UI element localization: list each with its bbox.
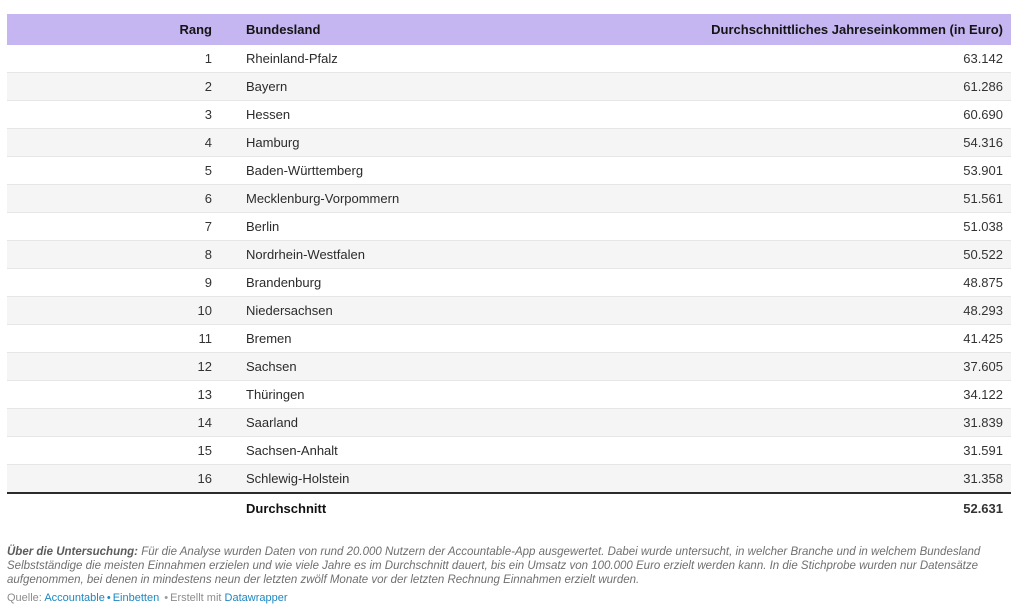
bundesland-cell: Thüringen [212,380,691,409]
embed-link[interactable]: Einbetten [112,592,160,605]
bundesland-cell: Mecklenburg-Vorpommern [212,184,691,213]
bundesland-cell: Brandenburg [212,268,691,297]
rank-cell: 12 [7,352,212,381]
table-row: 1 Rheinland-Pfalz 63.142 [7,45,1011,73]
bundesland-cell: Nordrhein-Westfalen [212,240,691,269]
table-row: 4 Hamburg 54.316 [7,128,1011,157]
bundesland-cell: Bayern [212,72,691,101]
table-row: 15 Sachsen-Anhalt 31.591 [7,436,1011,465]
value-cell: 61.286 [691,72,1011,101]
rank-cell: 10 [7,296,212,325]
table-row: 10 Niedersachsen 48.293 [7,296,1011,325]
bundesland-cell: Sachsen [212,352,691,381]
column-header-bundesland: Bundesland [212,14,691,45]
bundesland-cell: Hessen [212,100,691,129]
rank-cell: 2 [7,72,212,101]
table-body: 1 Rheinland-Pfalz 63.142 2 Bayern 61.286 3 Hess… [7,45,1011,493]
value-cell: 37.605 [691,352,1011,381]
table-row: 16 Schlewig-Holstein 31.358 [7,464,1011,493]
rank-cell: 9 [7,268,212,297]
bundesland-cell: Rheinland-Pfalz [246,51,338,66]
rank-cell: 6 [7,184,212,213]
summary-value: 52.631 [691,492,1011,524]
about-note-label: Über die Untersuchung: [7,546,138,558]
rank-cell: 4 [7,128,212,157]
table-row: 7 Berlin 51.038 [7,212,1011,241]
table-header-row: Rang Bundesland Durchschnittliches Jahre… [7,14,1011,45]
source-label: Quelle: [7,592,42,605]
rank-cell: 7 [7,212,212,241]
bundesland-cell: Bremen [212,324,691,353]
about-note-text: Für die Analyse wurden Daten von rund 20… [7,546,981,586]
column-header-rang: Rang [7,14,212,45]
value-cell: 53.901 [691,156,1011,185]
summary-label: Durchschnitt [212,492,691,524]
table-row: 9 Brandenburg 48.875 [7,268,1011,297]
bundesland-cell: Hamburg [212,128,691,157]
value-cell: 63.142 [963,51,1003,66]
datawrapper-link[interactable]: Datawrapper [224,592,288,605]
source-link-accountable[interactable]: Accountable [44,592,105,605]
value-cell: 54.316 [691,128,1011,157]
value-cell: 48.293 [691,296,1011,325]
bundesland-cell: Sachsen-Anhalt [212,436,691,465]
table-row: 12 Sachsen 37.605 [7,352,1011,381]
rank-cell: 8 [7,240,212,269]
rank-cell: 14 [7,408,212,437]
table-row: 2 Bayern 61.286 [7,72,1011,101]
rank-cell: 5 [7,156,212,185]
rank-cell: 13 [7,380,212,409]
bundesland-cell: Niedersachsen [212,296,691,325]
summary-rank-cell [7,492,212,524]
value-cell: 60.690 [691,100,1011,129]
bundesland-cell: Schlewig-Holstein [212,464,691,493]
value-cell: 41.425 [691,324,1011,353]
rank-cell: 11 [7,324,212,353]
table-row: 6 Mecklenburg-Vorpommern 51.561 [7,184,1011,213]
bundesland-cell: Saarland [212,408,691,437]
separator-dot: • [164,592,169,605]
rank-cell: 3 [7,100,212,129]
rank-cell: 1 [204,51,212,66]
value-cell: 51.038 [691,212,1011,241]
column-header-einkommen: Durchschnittliches Jahreseinkommen (in E… [691,14,1011,45]
value-cell: 50.522 [691,240,1011,269]
value-cell: 34.122 [691,380,1011,409]
source-line: Quelle: Accountable • Einbetten • Erstellt … [7,592,1011,605]
summary-row: Durchschnitt 52.631 [7,492,1011,524]
table-row: 5 Baden-Württemberg 53.901 [7,156,1011,185]
rank-cell: 15 [7,436,212,465]
value-cell: 51.561 [691,184,1011,213]
value-cell: 48.875 [691,268,1011,297]
bundesland-cell: Baden-Württemberg [212,156,691,185]
separator-dot: • [106,592,111,605]
bundesland-cell: Berlin [212,212,691,241]
table-row: 13 Thüringen 34.122 [7,380,1011,409]
table-row: 11 Bremen 41.425 [7,324,1011,353]
credit-text: Erstellt mit [170,592,222,605]
income-ranking-table: Rang Bundesland Durchschnittliches Jahre… [7,14,1011,524]
value-cell: 31.839 [691,408,1011,437]
table-row: 14 Saarland 31.839 [7,408,1011,437]
value-cell: 31.591 [691,436,1011,465]
value-cell: 31.358 [691,464,1011,493]
table-row: 8 Nordrhein-Westfalen 50.522 [7,240,1011,269]
about-note: Über die Untersuchung: Für die Analyse w… [7,546,1011,587]
table-row: 3 Hessen 60.690 [7,100,1011,129]
rank-cell: 16 [7,464,212,493]
